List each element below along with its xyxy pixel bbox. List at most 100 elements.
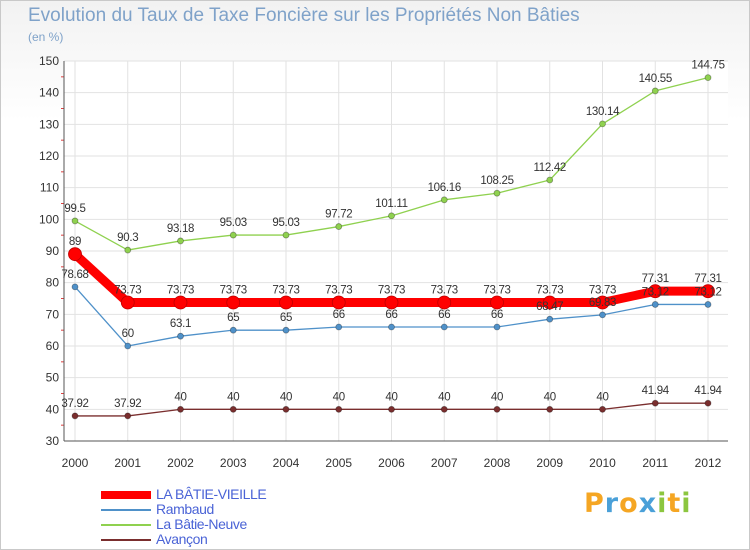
- data-label: 106.16: [428, 182, 461, 194]
- data-point-0: [279, 295, 293, 310]
- data-point-3: [651, 399, 659, 407]
- legend-swatch: [101, 491, 151, 499]
- brand-logo: Proxiti: [584, 488, 692, 519]
- data-label: 40: [280, 391, 292, 403]
- data-point-3: [704, 399, 712, 407]
- data-point-2: [177, 237, 184, 245]
- data-point-3: [335, 405, 343, 413]
- data-point-0: [384, 295, 399, 310]
- data-label: 73.73: [167, 285, 194, 297]
- data-point-1: [704, 301, 712, 308]
- brand-letter: r: [604, 488, 620, 519]
- data-point-2: [599, 120, 606, 128]
- data-point-0: [595, 295, 610, 310]
- data-point-1: [651, 301, 659, 308]
- y-tick-label: 70: [46, 307, 60, 321]
- data-label: 112.42: [533, 162, 566, 174]
- data-label: 40: [174, 391, 186, 403]
- data-label: 66: [385, 309, 397, 321]
- y-tick-label: 140: [39, 86, 59, 100]
- legend-label: Avançon: [156, 531, 208, 547]
- data-label: 93.18: [167, 223, 194, 235]
- data-point-3: [124, 412, 132, 420]
- data-point-1: [493, 323, 501, 331]
- data-point-1: [282, 326, 290, 334]
- data-point-3: [282, 405, 290, 413]
- data-point-3: [440, 405, 448, 413]
- data-label: 73.73: [589, 285, 616, 297]
- data-label: 65: [227, 312, 239, 324]
- legend-label: La Bâtie-Neuve: [156, 516, 247, 532]
- data-label: 101.11: [375, 198, 408, 210]
- data-point-0: [648, 284, 663, 299]
- data-label: 108.25: [480, 175, 513, 187]
- data-label: 73.12: [642, 286, 669, 298]
- data-label: 77.31: [694, 273, 721, 285]
- data-point-3: [493, 405, 501, 413]
- data-point-1: [335, 323, 343, 331]
- x-tick-label: 2003: [220, 456, 247, 470]
- data-point-1: [229, 326, 237, 334]
- data-label: 73.73: [272, 285, 299, 297]
- y-tick-label: 130: [39, 117, 59, 131]
- data-label: 140.55: [639, 73, 672, 85]
- data-label: 40: [227, 391, 239, 403]
- data-label: 73.73: [536, 285, 563, 297]
- data-label: 89: [69, 236, 81, 248]
- data-label: 73.73: [483, 285, 510, 297]
- data-labels: 89 73.73 73.73 73.73 73.73 73.73 73.73 73.73 73.…: [61, 60, 725, 410]
- x-tick-label: 2006: [378, 456, 405, 470]
- data-label: 37.92: [61, 398, 88, 410]
- data-point-1: [546, 315, 554, 323]
- data-point-3: [177, 405, 184, 413]
- data-label: 37.92: [114, 398, 141, 410]
- y-tick-label: 90: [46, 244, 60, 258]
- data-label: 40: [596, 391, 608, 403]
- data-label: 66: [333, 309, 345, 321]
- legend-label: LA BÂTIE-VIEILLE: [156, 486, 267, 502]
- data-label: 73.73: [220, 285, 247, 297]
- x-tick-label: 2002: [167, 456, 194, 470]
- data-label: 40: [385, 391, 397, 403]
- data-label: 60: [122, 328, 134, 340]
- brand-letter: P: [584, 488, 605, 519]
- x-tick-label: 2001: [114, 456, 141, 470]
- data-point-1: [388, 323, 395, 331]
- data-point-3: [229, 405, 237, 413]
- data-point-1: [599, 311, 606, 319]
- data-point-0: [542, 295, 557, 310]
- data-point-0: [701, 284, 715, 299]
- y-tick-label: 40: [46, 402, 60, 416]
- data-point-1: [177, 332, 184, 340]
- brand-letter: x: [638, 488, 658, 519]
- data-point-1: [124, 342, 132, 350]
- brand-letter: i: [681, 488, 692, 519]
- legend-item: La Bâtie-Neuve: [101, 516, 361, 532]
- data-point-2: [388, 212, 395, 220]
- data-label: 73.12: [694, 286, 721, 298]
- legend-item: LA BÂTIE-VIEILLE: [101, 486, 361, 502]
- data-label: 97.72: [325, 209, 352, 221]
- brand-letter: i: [657, 488, 668, 519]
- data-point-0: [173, 295, 188, 310]
- data-point-2: [335, 223, 343, 230]
- data-label: 66: [491, 309, 503, 321]
- brand-letter: o: [619, 488, 639, 519]
- legend-item: Rambaud: [101, 501, 361, 517]
- y-tick-label: 30: [46, 434, 60, 448]
- data-point-2: [651, 87, 659, 95]
- x-tick-label: 2007: [431, 456, 458, 470]
- data-label: 65: [280, 312, 292, 324]
- axes: 30 40 50 60 70 80 90 100 110 120 130 140 150 2000 2001…: [39, 54, 728, 470]
- y-tick-label: 100: [39, 212, 59, 226]
- data-label: 73.73: [325, 285, 352, 297]
- x-tick-label: 2000: [62, 456, 89, 470]
- data-label: 73.73: [431, 285, 458, 297]
- data-label: 69.83: [589, 297, 616, 309]
- data-point-0: [331, 295, 346, 310]
- data-point-2: [124, 246, 132, 254]
- y-tick-label: 80: [46, 276, 60, 290]
- y-tick-label: 50: [46, 371, 60, 385]
- y-tick-label: 120: [39, 149, 59, 163]
